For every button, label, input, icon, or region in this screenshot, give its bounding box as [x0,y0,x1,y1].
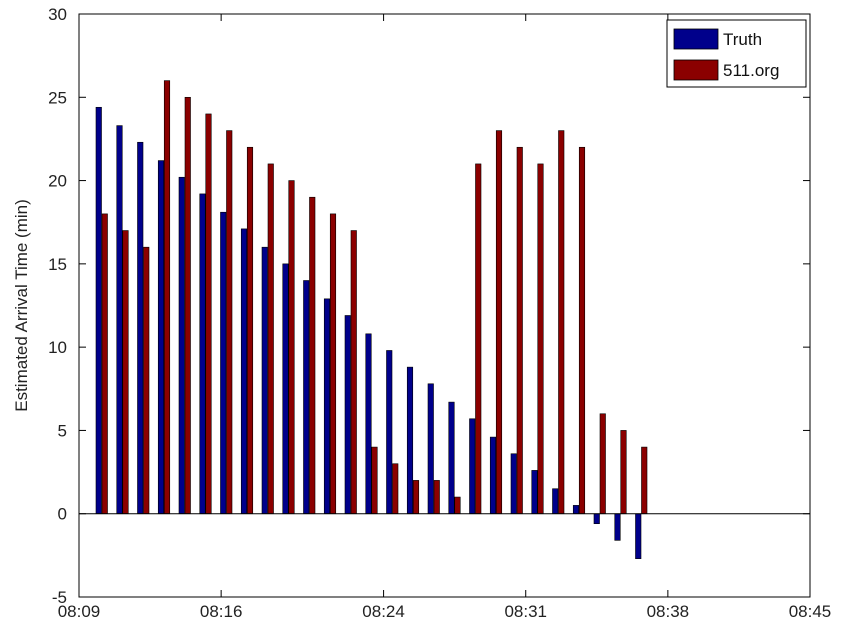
bar-truth [116,125,123,515]
x-tick-label: 08:09 [58,602,101,621]
legend-swatch-511org [673,59,719,81]
bar-truth [593,513,600,525]
legend-swatch-truth [673,28,719,50]
y-tick-label: 15 [48,255,67,274]
bar-511org [475,163,482,515]
bar-511org [163,80,171,515]
bar-truth [261,246,268,515]
y-tick-label: 5 [58,421,67,440]
bar-511org [433,480,440,515]
y-tick-label: -5 [52,588,67,607]
bar-511org [495,130,503,515]
bar-511org [516,146,523,515]
bar-truth [448,401,455,515]
bar-511org [599,413,606,515]
bar-truth [572,505,580,515]
y-tick-label: 20 [48,172,67,191]
bar-truth [614,513,621,541]
bar-truth [220,211,227,515]
bar-511org [205,113,212,515]
bar-511org [122,230,129,515]
x-tick-label: 08:45 [789,602,832,621]
legend-label-511org: 511.org [723,61,779,80]
bar-truth [635,513,642,559]
bar-511org [537,163,544,515]
x-tick-label: 08:38 [647,602,690,621]
bar-511org [143,246,150,515]
bar-truth [427,383,434,515]
bar-511org [392,463,399,515]
y-tick-label: 25 [48,88,67,107]
bar-511org [246,146,254,515]
x-tick-label: 08:24 [362,602,405,621]
bar-truth [386,350,393,515]
bar-truth [137,141,144,515]
bar-511org [288,180,295,515]
y-tick-label: 30 [48,5,67,24]
y-axis-label: Estimated Arrival Time (min) [12,199,31,412]
bar-truth [95,106,102,515]
bar-511org [309,196,316,515]
bar-511org [184,96,191,515]
y-tick-label: 10 [48,338,67,357]
bar-truth [531,470,538,515]
bar-truth [489,436,497,515]
bar-truth [406,366,414,515]
bar-truth [365,333,372,515]
x-tick-label: 08:31 [504,602,547,621]
bar-truth [510,453,517,515]
legend-label-truth: Truth [723,30,762,49]
bar-truth [552,488,559,515]
bar-truth [323,298,331,515]
bar-truth [469,418,476,515]
bar-truth [282,263,289,515]
bar-511org [226,130,233,515]
bar-511org [329,213,337,515]
bar-511org [641,446,648,515]
bar-truth [303,280,310,515]
bar-511org [412,480,420,515]
bar-511org [558,130,565,515]
bar-truth [240,228,248,515]
y-tick-label: 0 [58,505,67,524]
bar-511org [101,213,108,515]
bar-511org [578,146,586,515]
bar-511org [267,163,274,515]
bar-511org [620,430,627,515]
bar-truth [157,160,165,515]
bar-truth [199,193,206,515]
x-tick-label: 08:16 [200,602,243,621]
bar-truth [344,315,351,515]
bar-511org [350,230,357,515]
bar-511org [371,446,378,515]
bar-group [95,80,648,559]
x-axis: 08:09 08:16 08:24 08:31 08:38 08:45 [58,14,832,621]
bar-truth [178,176,185,515]
legend: Truth 511.org [666,19,807,88]
y-axis: -5 0 5 10 15 20 25 30 [48,5,810,607]
bar-511org [454,496,461,515]
plot-frame [78,13,811,598]
